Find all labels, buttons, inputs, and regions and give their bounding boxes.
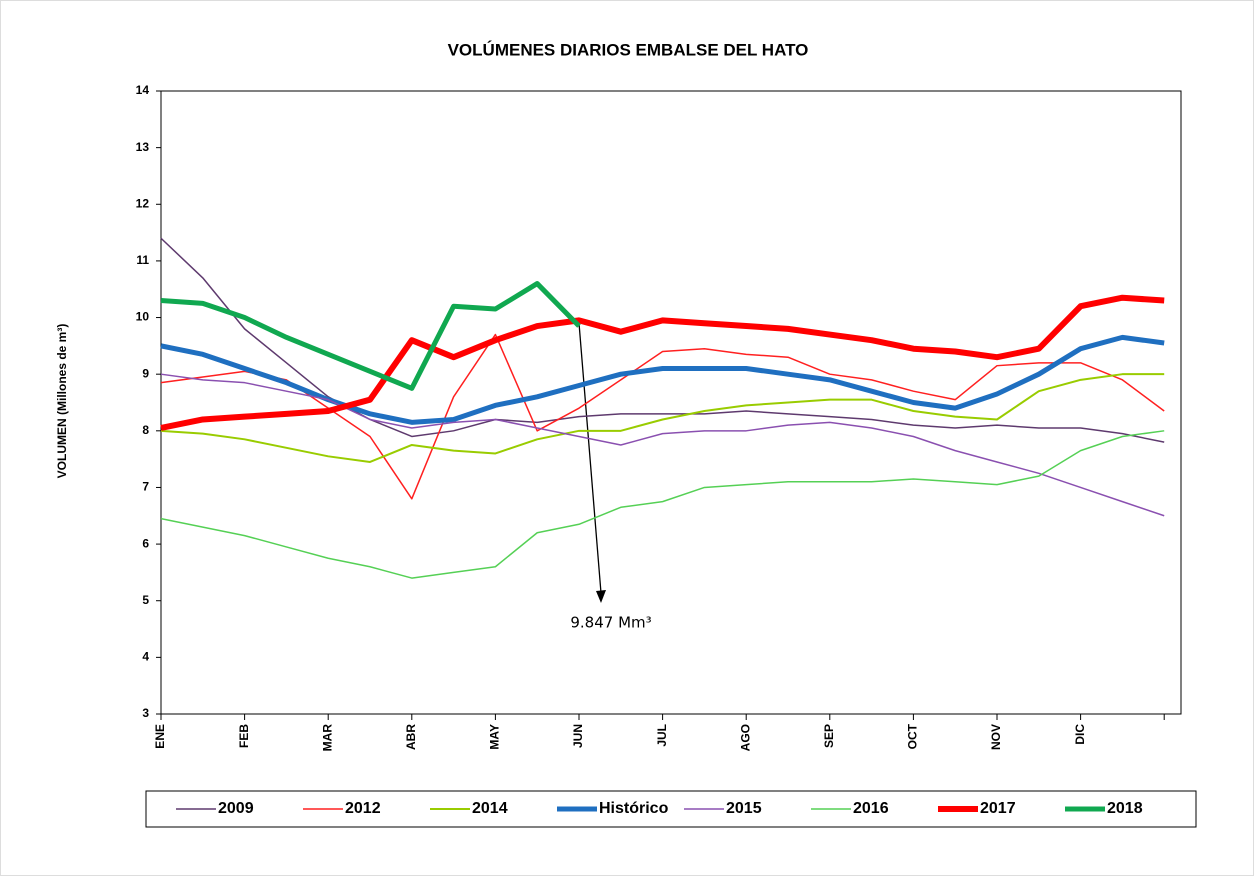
y-tick-label: 4 — [142, 650, 149, 664]
x-tick-label: FEB — [237, 724, 251, 748]
legend-label: 2012 — [345, 800, 381, 817]
x-tick-label: JUL — [655, 724, 669, 747]
plot-area — [160, 90, 1182, 715]
y-tick-label: 13 — [136, 140, 150, 154]
legend-label: 2018 — [1107, 800, 1143, 817]
legend-label: Histórico — [599, 800, 669, 817]
series-line — [160, 281, 581, 391]
legend-label: 2016 — [853, 800, 889, 817]
x-tick-label: DIC — [1073, 724, 1087, 745]
y-tick-label: 10 — [136, 310, 150, 324]
x-tick-label: NOV — [989, 724, 1003, 750]
x-tick-label: MAY — [488, 724, 502, 750]
y-tick-label: 14 — [136, 83, 150, 97]
series-line — [160, 333, 1165, 500]
y-tick-label: 5 — [142, 593, 149, 607]
y-axis-label: VOLUMEN (Millones de m³) — [55, 324, 69, 479]
legend-label: 2014 — [472, 800, 508, 817]
x-tick-label: OCT — [906, 723, 920, 749]
series-line — [160, 373, 1165, 463]
annotation: 9.847 Mm³ — [570, 614, 651, 632]
y-tick-label: 8 — [142, 423, 149, 437]
y-tick-label: 6 — [142, 536, 149, 550]
y-tick-label: 3 — [142, 706, 149, 720]
y-tick-label: 9 — [142, 366, 149, 380]
series-line — [160, 430, 1165, 579]
legend-label: 2009 — [218, 800, 254, 817]
y-tick-label: 11 — [136, 253, 149, 267]
x-tick-label: MAR — [320, 724, 334, 752]
legend-label: 2015 — [726, 800, 762, 817]
x-tick-label: SEP — [822, 724, 836, 748]
series-line — [160, 294, 1165, 431]
y-tick-label: 12 — [136, 196, 150, 210]
arrow-head — [596, 590, 606, 603]
x-tick-label: ABR — [404, 724, 418, 750]
x-tick-label: ENE — [153, 724, 167, 749]
series-line — [160, 237, 1165, 443]
annotation-arrow — [578, 322, 602, 594]
x-tick-label: AGO — [738, 724, 752, 751]
series-line — [160, 373, 1165, 517]
x-tick-label: JUN — [571, 724, 585, 748]
chart-title: VOLÚMENES DIARIOS EMBALSE DEL HATO — [448, 40, 809, 59]
y-tick-label: 7 — [142, 480, 149, 494]
legend-label: 2017 — [980, 800, 1016, 817]
